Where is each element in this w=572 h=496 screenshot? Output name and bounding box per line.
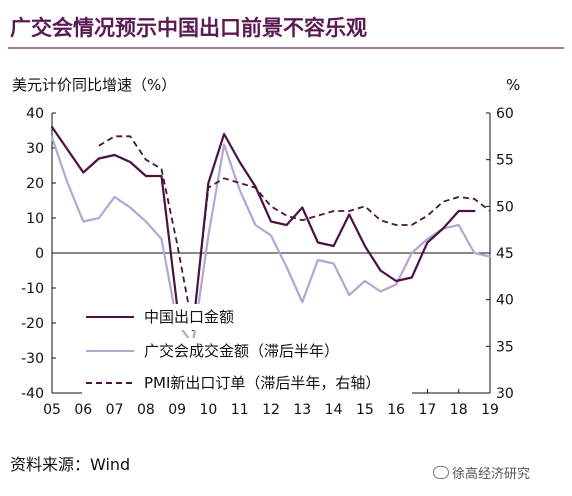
x-tick-label: 15 [356, 402, 374, 418]
right-tick-label: 45 [496, 246, 514, 262]
source-note: 资料来源：Wind [10, 455, 131, 474]
left-tick-label: -10 [21, 281, 44, 297]
series-line-2 [98, 135, 491, 329]
x-tick-label: 06 [74, 402, 92, 418]
x-tick-label: 05 [43, 402, 61, 418]
legend-label-2: PMI新出口订单（滞后半年，右轴） [144, 374, 380, 392]
x-tick-label: 07 [106, 402, 124, 418]
right-tick-label: 30 [496, 386, 514, 402]
left-tick-label: 0 [35, 246, 44, 262]
series-layer [50, 125, 492, 346]
series-line-1 [50, 136, 492, 346]
x-tick-label: 12 [262, 402, 280, 418]
x-tick-label: 09 [168, 402, 186, 418]
x-tick-label: 08 [137, 402, 155, 418]
x-tick-label: 10 [200, 402, 218, 418]
legend-bg-1 [82, 338, 412, 364]
legend-label-1: 广交会成交金额（滞后半年） [144, 342, 339, 360]
legend-label-0: 中国出口金额 [144, 308, 234, 326]
watermark: 徐高经济研究 [433, 463, 530, 482]
x-tick-label: 17 [419, 402, 437, 418]
right-tick-label: 35 [496, 339, 514, 355]
left-tick-label: 40 [26, 106, 44, 122]
x-tick-label: 11 [231, 402, 249, 418]
left-tick-label: -30 [21, 351, 44, 367]
left-axis-label: 美元计价同比增速（%） [12, 76, 176, 94]
left-tick-label: 10 [26, 211, 44, 227]
axes: -40 -30 -20 -10 0 10 20 30 40 30 35 40 45 50 55 60 05 06 0… [21, 106, 514, 418]
x-tick-label: 16 [387, 402, 405, 418]
legend-bg-2 [82, 370, 412, 396]
left-tick-label: -20 [21, 316, 44, 332]
watermark-text: 徐高经济研究 [452, 467, 531, 482]
right-tick-label: 55 [496, 153, 514, 169]
legend-bg-0 [82, 304, 412, 330]
right-axis-label: % [506, 76, 520, 94]
right-tick-label: 60 [496, 106, 514, 122]
x-tick-label: 13 [293, 402, 311, 418]
right-tick-label: 50 [496, 199, 514, 215]
wechat-icon [433, 466, 449, 479]
left-tick-label: 30 [26, 141, 44, 157]
x-tick-label: 14 [325, 402, 343, 418]
right-tick-label: 40 [496, 293, 514, 309]
x-tick-label: 18 [450, 402, 468, 418]
left-tick-label: 20 [26, 176, 44, 192]
x-tick-label: 19 [481, 402, 499, 418]
left-tick-label: -40 [21, 386, 44, 402]
series-line-0 [50, 125, 476, 332]
chart-title: 广交会情况预示中国出口前景不容乐观 [10, 16, 367, 40]
